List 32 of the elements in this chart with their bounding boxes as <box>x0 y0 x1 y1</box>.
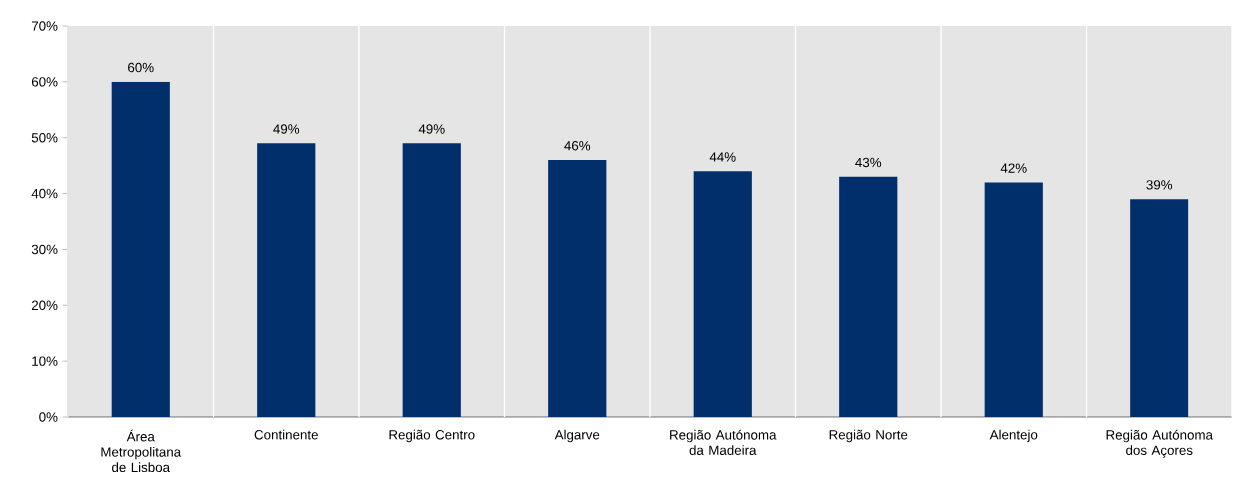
bar <box>1130 199 1189 417</box>
y-tick-label: 50% <box>31 133 58 143</box>
x-tick-label: Algarve <box>554 429 600 443</box>
data-label: 49% <box>273 124 300 134</box>
x-tick-label: Área Metropolitana de Lisboa <box>101 429 182 473</box>
y-tick-label: 30% <box>31 244 58 255</box>
bar <box>111 81 170 417</box>
data-label: 39% <box>1146 180 1173 190</box>
bar <box>548 160 607 417</box>
bar <box>257 143 316 417</box>
y-tick-label: 70% <box>31 21 58 31</box>
bar <box>839 176 898 417</box>
data-label: 43% <box>855 157 882 168</box>
y-tick-label: 20% <box>31 300 58 310</box>
data-label: 44% <box>709 152 736 162</box>
bar <box>693 171 752 417</box>
x-tick-label: Alentejo <box>989 429 1038 443</box>
bar <box>984 182 1043 417</box>
y-tick-label: 0% <box>39 412 58 422</box>
x-tick-label: Continente <box>254 429 318 440</box>
x-tick-label: Região Norte <box>829 429 908 443</box>
y-tick-label: 40% <box>31 188 58 199</box>
y-tick-label: 60% <box>31 77 58 87</box>
x-tick-label: Região Centro <box>389 429 475 443</box>
data-label: 42% <box>1000 163 1027 173</box>
data-label: 60% <box>128 62 154 73</box>
x-tick-label: Região Autónoma da Madeira <box>670 429 777 455</box>
bar <box>402 143 461 417</box>
x-tick-label: Região Autónoma dos Açores <box>1106 429 1213 458</box>
y-tick-label: 10% <box>32 356 58 366</box>
data-label: 46% <box>564 141 591 151</box>
data-label: 49% <box>418 124 445 134</box>
